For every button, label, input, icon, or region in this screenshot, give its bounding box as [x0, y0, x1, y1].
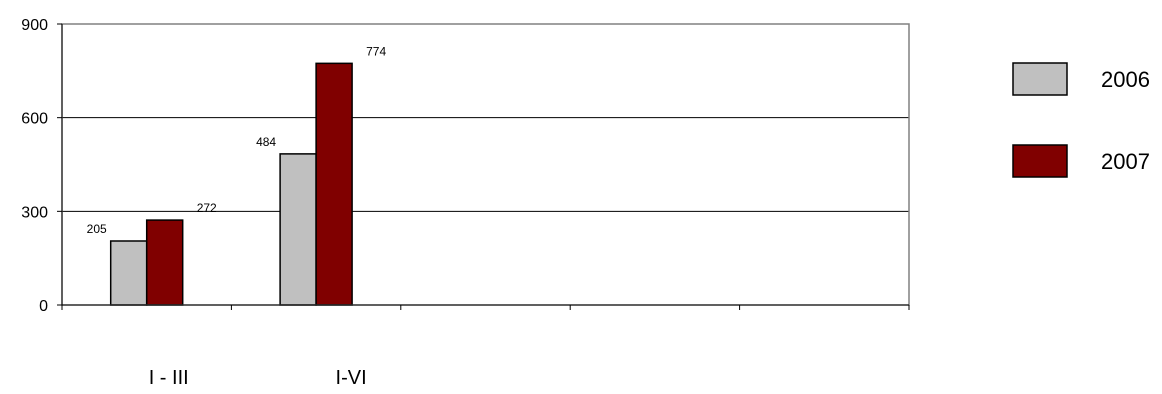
legend-swatch-2006: [1012, 62, 1068, 96]
bar-2006-2: [279, 153, 317, 306]
legend: 2006 2007: [1012, 62, 1150, 178]
bar-2007-2: [315, 62, 353, 306]
legend-swatch-2007: [1012, 144, 1068, 178]
x-category-label: I - III: [149, 367, 189, 389]
bar-2006-1: [109, 240, 148, 306]
legend-label: 2007: [1101, 149, 1150, 174]
y-tick-label: 300: [21, 204, 48, 221]
y-tick-label: 0: [39, 298, 48, 315]
y-tick-label: 600: [21, 111, 48, 128]
legend-label: 2006: [1101, 67, 1150, 92]
gridlines: [62, 117, 909, 212]
data-labels: 205 272 484 774: [87, 44, 387, 236]
data-label: 205: [87, 222, 107, 236]
bar-2007-1: [145, 219, 184, 306]
plot-frame: [61, 23, 910, 306]
bars: [109, 62, 353, 306]
data-label: 484: [256, 135, 276, 149]
data-label: 774: [366, 44, 386, 58]
axes: 0 300 600 900 I - III I-VI: [21, 17, 910, 389]
y-tick-label: 900: [21, 17, 48, 34]
x-category-label: I-VI: [336, 367, 367, 389]
data-label: 272: [197, 201, 217, 215]
